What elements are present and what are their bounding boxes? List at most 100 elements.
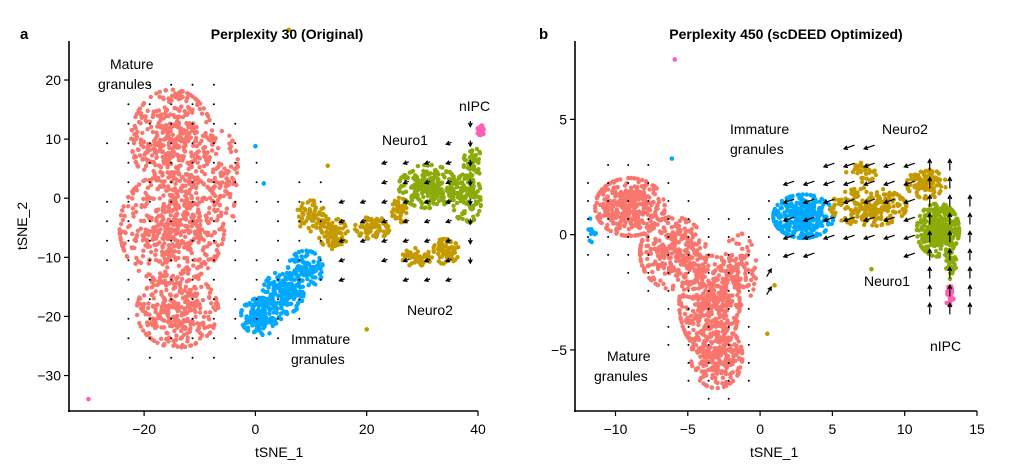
point-mature-granules — [727, 321, 732, 326]
point-immature-granules — [247, 315, 252, 320]
point-neuro2 — [426, 249, 431, 255]
point-mature-granules — [747, 238, 752, 244]
point-mature-granules — [660, 242, 665, 247]
point-mature-granules — [648, 251, 654, 256]
point-neuro2 — [310, 198, 316, 203]
vector-dot — [277, 317, 280, 320]
point-mature-granules — [166, 133, 171, 138]
point-mature-granules — [165, 125, 171, 131]
vector-dot — [319, 181, 322, 184]
point-immature-granules — [251, 330, 257, 335]
point-mature-granules — [134, 111, 139, 117]
point-mature-granules — [175, 243, 180, 249]
point-mature-granules — [676, 240, 682, 245]
point-mature-granules — [185, 160, 190, 165]
point-neuro2 — [334, 217, 339, 222]
vector-dot — [212, 220, 215, 223]
point-mature-granules — [133, 160, 139, 165]
point-immature-granules — [283, 274, 288, 280]
point-neuro2 — [330, 220, 335, 225]
point-mature-granules — [696, 240, 702, 245]
point-immature-granules — [817, 207, 822, 212]
point-mature-granules — [164, 152, 170, 157]
point-mature-granules — [678, 294, 684, 300]
point-neuro1 — [464, 218, 470, 223]
point-mature-granules — [733, 325, 739, 330]
point-neuro2 — [395, 209, 400, 214]
point-mature-granules — [716, 290, 721, 296]
vector-arrow — [467, 238, 473, 245]
vector-arrow — [402, 179, 410, 185]
point-mature-granules — [230, 138, 235, 143]
point-neuro2 — [326, 223, 331, 229]
point-mature-granules — [142, 167, 147, 172]
point-mature-granules — [179, 222, 184, 227]
point-mature-granules — [174, 276, 179, 282]
point-neuro2 — [864, 189, 869, 195]
point-mature-granules — [212, 229, 217, 235]
point-mature-granules — [715, 307, 720, 312]
vector-dot — [255, 278, 258, 281]
point-neuro2 — [411, 254, 416, 260]
point-mature-granules — [649, 223, 655, 228]
vector-dot — [191, 337, 194, 340]
point-mature-granules — [179, 305, 184, 310]
point-mature-granules — [658, 278, 663, 283]
point-immature-granules — [292, 252, 297, 257]
point-neuro2 — [441, 236, 447, 242]
point-mature-granules — [696, 264, 701, 269]
point-mature-granules — [192, 291, 198, 296]
point-immature-granules — [271, 283, 276, 289]
point-neuro2 — [333, 224, 338, 229]
point-mature-granules — [748, 293, 753, 298]
point-mature-granules — [615, 177, 620, 183]
point-mature-granules — [151, 146, 156, 151]
point-mature-granules — [216, 164, 221, 170]
point-mature-granules — [193, 231, 199, 236]
vector-dot — [170, 181, 173, 184]
vector-dot — [148, 122, 151, 125]
point-mature-granules — [154, 224, 159, 229]
vector-dot — [212, 356, 215, 359]
y-tick-label: −10 — [37, 249, 61, 265]
vector-dot — [212, 317, 215, 320]
vector-dot — [255, 200, 258, 203]
point-neuro2 — [396, 199, 401, 205]
point-immature-granules — [795, 192, 801, 198]
point-neuro2 — [931, 186, 936, 191]
point-mature-granules — [627, 232, 632, 237]
point-neuro2 — [310, 223, 316, 229]
point-mature-granules — [716, 273, 722, 278]
point-mature-granules — [733, 315, 739, 320]
vector-dot — [170, 220, 173, 223]
point-mature-granules — [160, 204, 166, 209]
vector-dot — [191, 220, 194, 223]
point-mature-granules — [628, 185, 634, 190]
point-mature-granules — [210, 148, 215, 153]
point-neuro1 — [427, 205, 433, 211]
point-mature-granules — [146, 301, 151, 306]
point-mature-granules — [178, 232, 183, 238]
point-neuro2 — [407, 250, 412, 255]
point-immature-granules — [779, 198, 785, 204]
point-mature-granules — [718, 335, 724, 341]
point-immature-granules — [289, 301, 294, 306]
point-immature-granules — [268, 320, 274, 325]
point-mature-granules — [677, 311, 683, 316]
point-mature-granules — [157, 312, 162, 317]
point-mature-granules — [736, 285, 742, 290]
point-mature-granules — [147, 272, 152, 277]
point-mature-granules — [683, 229, 688, 235]
point-mature-granules — [209, 301, 214, 306]
point-neuro1 — [432, 174, 437, 180]
point-mature-granules — [228, 164, 234, 169]
vector-dot — [298, 278, 301, 281]
point-mature-granules — [134, 312, 140, 318]
vector-arrow — [467, 199, 473, 206]
point-mature-granules — [189, 150, 194, 155]
point-mature-granules — [646, 263, 651, 268]
point-mature-granules — [134, 233, 140, 238]
point-mature-granules — [172, 328, 177, 334]
point-mature-granules — [207, 290, 213, 295]
